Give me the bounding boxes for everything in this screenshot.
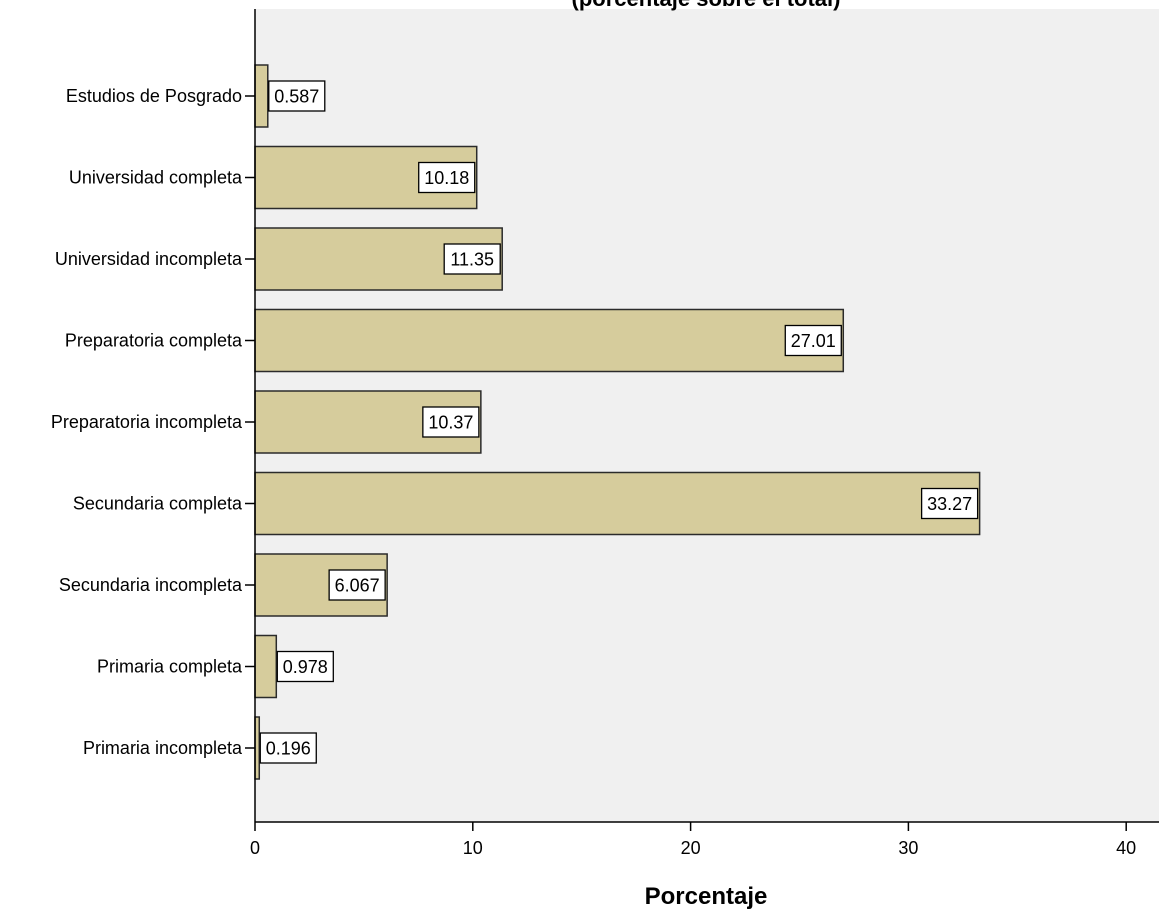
y-tick-label: Primaria incompleta: [83, 738, 243, 758]
data-label: 33.27: [927, 494, 972, 514]
bar: [254, 471, 981, 536]
data-label-box: [418, 161, 476, 194]
x-tick-label: 40: [1116, 838, 1136, 858]
bars-layer: [254, 64, 981, 780]
y-tick-label: Preparatoria incompleta: [51, 412, 243, 432]
data-label-box: [259, 732, 317, 764]
x-tick-label: 0: [250, 838, 260, 858]
data-label: 27.01: [791, 331, 836, 351]
data-label-box: [422, 406, 480, 438]
y-tick-label: Primaria completa: [97, 657, 243, 677]
y-tick-label: Secundaria incompleta: [59, 575, 243, 595]
data-label: 10.37: [428, 413, 473, 433]
y-tick-label: Universidad completa: [69, 168, 243, 188]
bar: [254, 64, 269, 128]
data-label: 6.067: [335, 576, 380, 596]
data-label: 11.35: [450, 250, 494, 270]
x-tick-label: 20: [681, 838, 701, 858]
category-labels-layer: Estudios de Posgrado Universidad completa…: [51, 86, 255, 758]
data-label: 0.196: [266, 739, 311, 759]
data-label: 10.18: [424, 168, 469, 188]
bar: [254, 634, 278, 699]
data-label-box: [276, 650, 334, 683]
x-tick-label: 30: [898, 838, 918, 858]
y-tick-label: Estudios de Posgrado: [66, 86, 242, 106]
data-label-box: [328, 569, 386, 601]
x-tick-layer: 0 10 20 30 40: [250, 822, 1136, 858]
data-label-box: [784, 324, 842, 357]
data-label-box: [268, 80, 326, 112]
data-label: 0.587: [274, 87, 319, 107]
x-axis-title: Porcentaje: [645, 883, 768, 910]
value-labels-layer: 0.587 10.18 11.35 27.01 10.37 33.27 6.067 0.978…: [259, 80, 979, 764]
data-label: 0.978: [283, 657, 328, 677]
data-label-box: [920, 487, 979, 520]
y-tick-label: Secundaria completa: [73, 494, 243, 514]
x-tick-label: 10: [463, 838, 483, 858]
y-tick-label: Preparatoria completa: [65, 331, 243, 351]
bar: [254, 308, 845, 373]
data-label-box: [443, 243, 501, 275]
chart-title: (porcentaje sobre el total): [572, 0, 841, 11]
y-tick-label: Universidad incompleta: [55, 249, 243, 269]
